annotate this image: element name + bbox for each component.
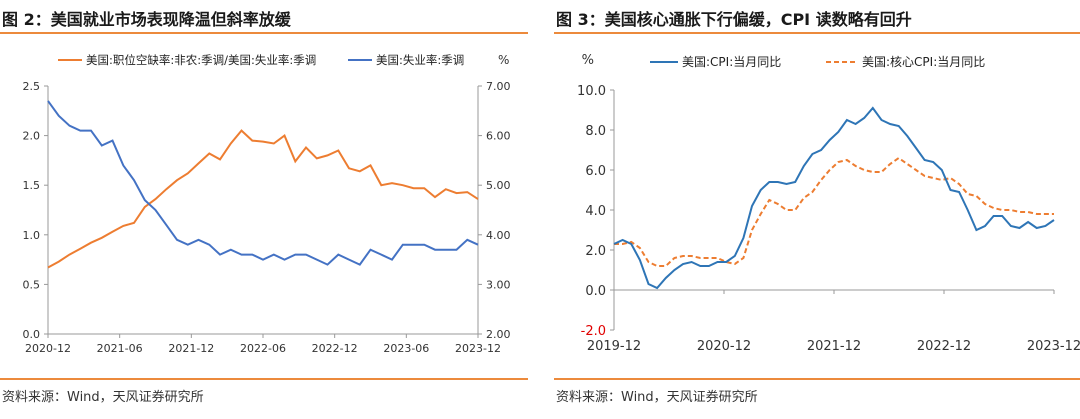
source-rule xyxy=(554,378,1080,380)
y-left-tick-label: 1.5 xyxy=(23,179,41,192)
y-left-tick-label: 2.0 xyxy=(23,130,41,143)
source-rule xyxy=(0,378,528,380)
legend-label-cpi: 美国:CPI:当月同比 xyxy=(682,55,781,69)
source-note: 资料来源：Wind，天风证券研究所 xyxy=(556,390,758,405)
chart-panel-left: 图 2：美国就业市场表现降温但斜率放缓 0.0 0.5 1.0 1.5 2.0 2.5 2.… xyxy=(0,0,528,419)
title-rule xyxy=(0,32,528,34)
line-chart-employment: 0.0 0.5 1.0 1.5 2.0 2.5 2.00 3.00 4.00 5.00 6.00 7.… xyxy=(23,53,511,355)
y-unit: % xyxy=(582,53,594,68)
legend-label-unemployment: 美国:失业率:季调 xyxy=(376,53,464,67)
y-left-tick-label: 0.0 xyxy=(23,328,41,341)
y-tick-label: 2.0 xyxy=(585,244,606,259)
x-tick-label: 2023-12 xyxy=(455,342,501,355)
source-note: 资料来源：Wind，天风证券研究所 xyxy=(2,390,204,405)
y-right-tick-label: 3.00 xyxy=(486,278,511,291)
chart-panel-right: 图 3：美国核心通胀下行偏缓，CPI 读数略有回升 -2.0 0.0 2.0 4.0 6… xyxy=(554,0,1080,419)
y-right-tick-label: 2.00 xyxy=(486,328,511,341)
y-tick-label: 8.0 xyxy=(585,124,606,139)
series-line-cpi xyxy=(613,106,1055,290)
title-rule xyxy=(554,32,1080,34)
y-tick-label: 4.0 xyxy=(585,204,606,219)
series-line-core-cpi xyxy=(614,156,1054,267)
series-line-unemployment xyxy=(47,100,479,266)
legend-label-vacancy-ratio: 美国:职位空缺率:非农:季调/美国:失业率:季调 xyxy=(86,53,316,67)
x-tick-label: 2022-12 xyxy=(917,339,971,354)
y-left-tick-label: 0.5 xyxy=(23,278,41,291)
y-right-tick-label: 6.00 xyxy=(486,130,511,143)
x-tick-label: 2021-06 xyxy=(97,342,143,355)
x-tick-label: 2023-06 xyxy=(383,342,429,355)
line-chart-cpi: -2.0 0.0 2.0 4.0 6.0 8.0 10.0% 2019-12 2020-12 20… xyxy=(577,53,1080,354)
y-left-tick-label: 2.5 xyxy=(23,80,41,93)
x-tick-label: 2020-12 xyxy=(697,339,751,354)
y-right-tick-label: 5.00 xyxy=(486,179,511,192)
y-tick-label: 6.0 xyxy=(585,164,606,179)
y-right-tick-label: 7.00 xyxy=(486,80,511,93)
x-tick-label: 2021-12 xyxy=(807,339,861,354)
chart-title: 图 3：美国核心通胀下行偏缓，CPI 读数略有回升 xyxy=(556,10,912,29)
x-tick-label: 2020-12 xyxy=(25,342,71,355)
series-line-vacancy-ratio xyxy=(47,129,479,269)
x-tick-label: 2022-06 xyxy=(240,342,286,355)
chart-title: 图 2：美国就业市场表现降温但斜率放缓 xyxy=(2,10,291,29)
x-tick-label: 2023-12 xyxy=(1027,339,1080,354)
legend-label-core-cpi: 美国:核心CPI:当月同比 xyxy=(862,55,985,69)
x-tick-label: 2021-12 xyxy=(168,342,214,355)
y-tick-label: -2.0 xyxy=(581,324,606,339)
y-right-unit: % xyxy=(498,53,509,67)
y-tick-label: 0.0 xyxy=(585,284,606,299)
y-right-tick-label: 4.00 xyxy=(486,229,511,242)
y-left-tick-label: 1.0 xyxy=(23,229,41,242)
y-tick-label: 10.0 xyxy=(577,84,606,99)
x-tick-label: 2022-12 xyxy=(312,342,358,355)
x-tick-label: 2019-12 xyxy=(587,339,641,354)
